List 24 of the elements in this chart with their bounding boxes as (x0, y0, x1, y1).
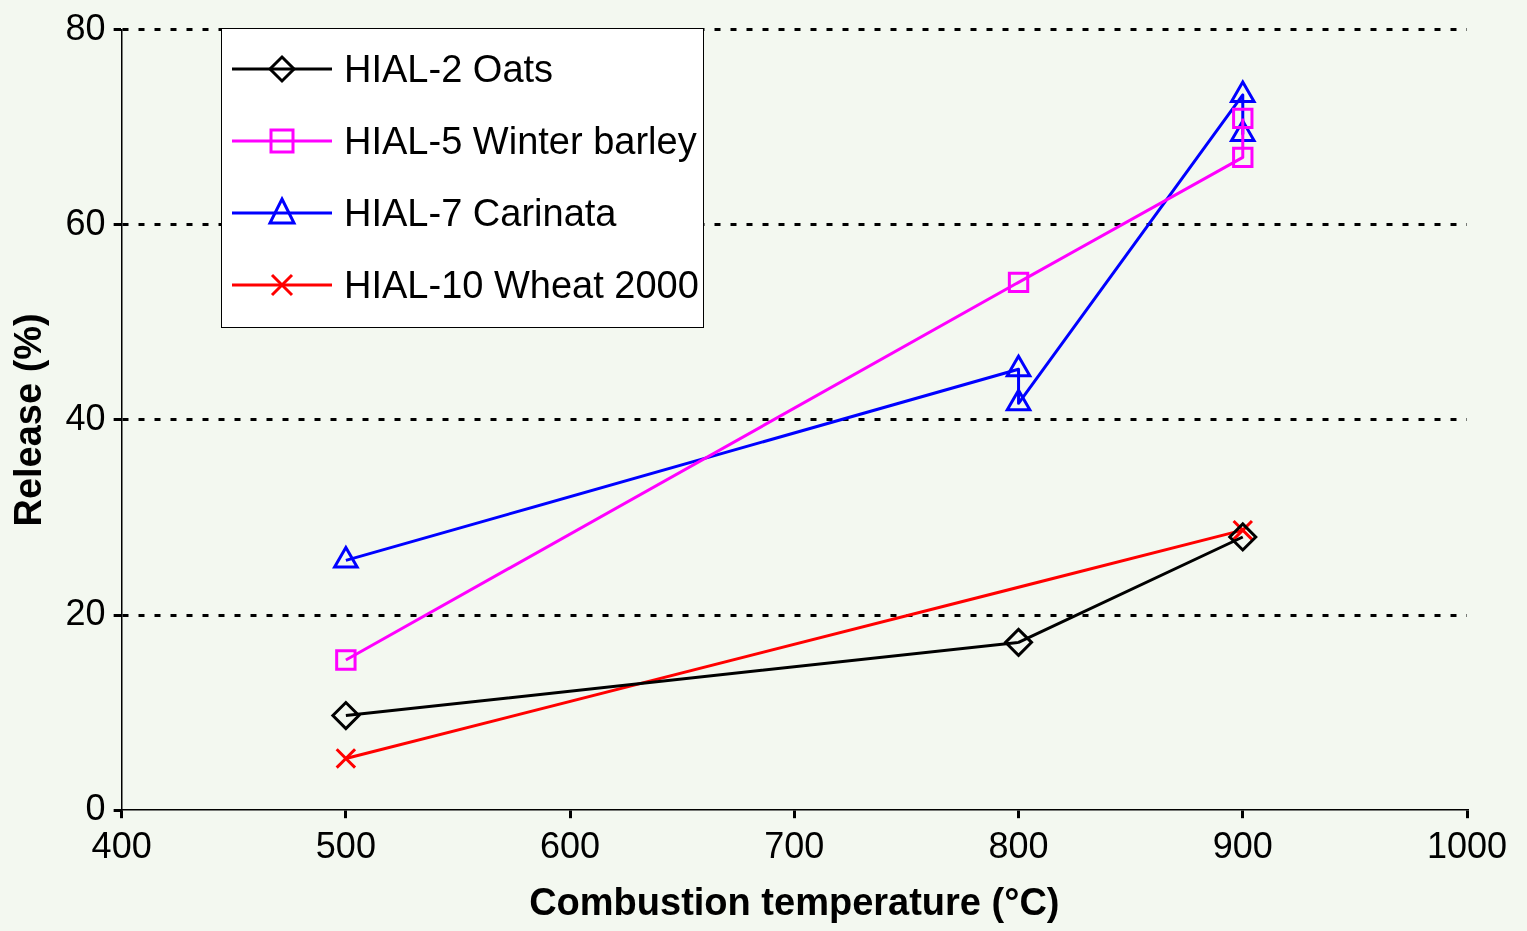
legend-label: HIAL-10 Wheat 2000 (344, 263, 699, 307)
x-tick-label: 500 (315, 824, 376, 866)
y-tick-label: 40 (65, 396, 106, 438)
x-tick-label: 1000 (1426, 824, 1508, 866)
y-axis-title: Release (%) (7, 313, 50, 527)
point (1005, 388, 1032, 412)
legend-label: HIAL-2 Oats (344, 47, 554, 91)
point (1004, 627, 1034, 657)
x-axis-title: Combustion temperature (°C) (529, 880, 1060, 923)
y-tick-label: 20 (65, 591, 106, 633)
x-tick-label: 700 (764, 824, 825, 866)
point (335, 747, 357, 770)
point (331, 701, 361, 731)
x-tick-label: 600 (540, 824, 601, 866)
legend-label: HIAL-7 Carinata (344, 191, 617, 235)
point (1230, 80, 1256, 103)
legend-label: HIAL-5 Winter barley (344, 119, 697, 163)
point (335, 649, 357, 671)
point (1228, 522, 1258, 552)
point (1005, 354, 1032, 378)
y-tick-label: 60 (65, 201, 106, 243)
x-tick-label: 900 (1212, 824, 1273, 866)
y-tick-label: 80 (65, 6, 106, 48)
x-tick-label: 800 (988, 824, 1049, 866)
